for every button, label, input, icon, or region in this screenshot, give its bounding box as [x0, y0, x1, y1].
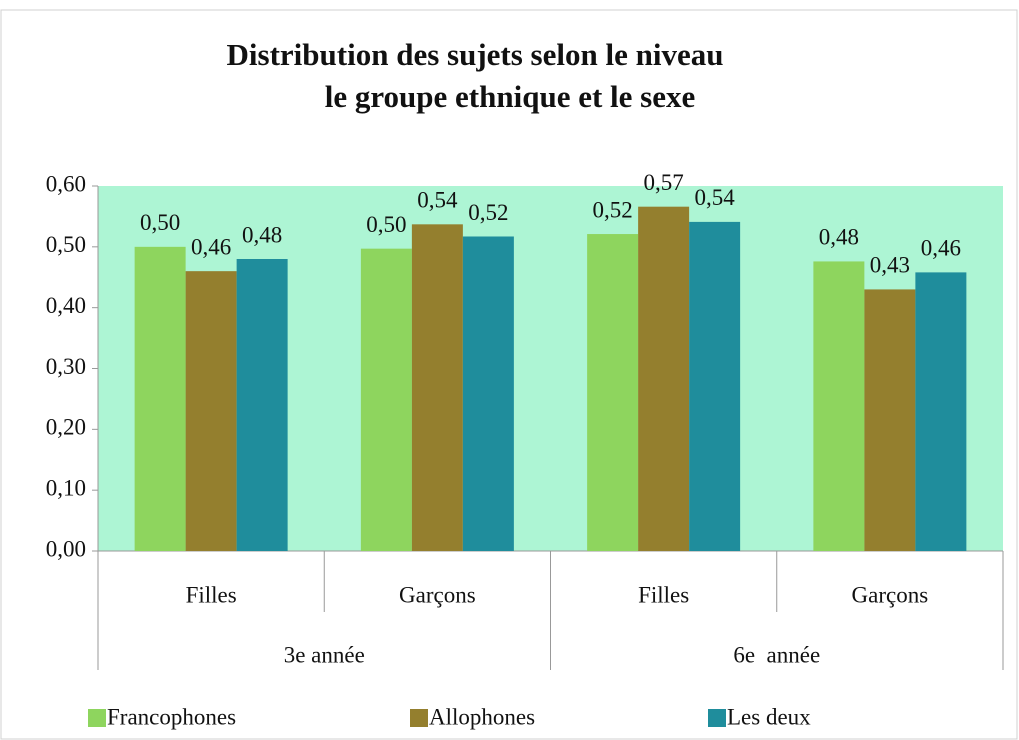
chart-title: le groupe ethnique et le sexe — [325, 79, 696, 114]
x-tick-label: Filles — [638, 582, 689, 607]
bar — [915, 272, 967, 551]
data-label: 0,52 — [468, 200, 508, 225]
chart-title: Distribution des sujets selon le niveau — [227, 37, 724, 72]
x-tick-label: Garçons — [399, 582, 476, 607]
chart-frame — [0, 9, 1018, 740]
legend-label: Francophones — [107, 704, 236, 729]
bar — [813, 261, 865, 551]
data-label: 0,50 — [140, 210, 180, 235]
legend-label: Les deux — [727, 704, 811, 729]
bar — [462, 236, 514, 551]
data-label: 0,54 — [695, 185, 736, 210]
y-tick-label: 0,50 — [46, 232, 86, 257]
bar — [864, 289, 916, 551]
data-label: 0,43 — [870, 253, 910, 278]
data-label: 0,48 — [819, 225, 859, 250]
group-label: 3e année — [284, 642, 365, 667]
y-tick-label: 0,20 — [46, 415, 86, 440]
data-label: 0,46 — [921, 236, 961, 261]
data-label: 0,57 — [644, 170, 684, 195]
data-label: 0,50 — [366, 212, 406, 237]
legend-swatch — [410, 709, 428, 727]
bar — [411, 224, 463, 551]
bar — [134, 246, 186, 552]
x-tick-label: Garçons — [852, 582, 929, 607]
legend-label: Allophones — [429, 704, 535, 729]
legend-swatch — [708, 709, 726, 727]
bar — [638, 206, 690, 551]
y-tick-label: 0,00 — [46, 536, 86, 561]
y-tick-label: 0,40 — [46, 293, 86, 318]
data-label: 0,48 — [242, 222, 282, 247]
y-tick-label: 0,60 — [46, 171, 86, 196]
bar — [587, 234, 639, 551]
data-label: 0,54 — [417, 188, 458, 213]
legend-swatch — [88, 709, 106, 727]
x-tick-label: Filles — [186, 582, 237, 607]
bar — [236, 259, 288, 551]
data-label: 0,46 — [191, 234, 231, 259]
bar — [360, 248, 412, 552]
y-tick-label: 0,10 — [46, 475, 86, 500]
bar — [185, 271, 237, 551]
y-tick-label: 0,30 — [46, 354, 86, 379]
bar — [689, 221, 741, 551]
group-label: 6e année — [733, 642, 820, 667]
data-label: 0,52 — [593, 197, 633, 222]
